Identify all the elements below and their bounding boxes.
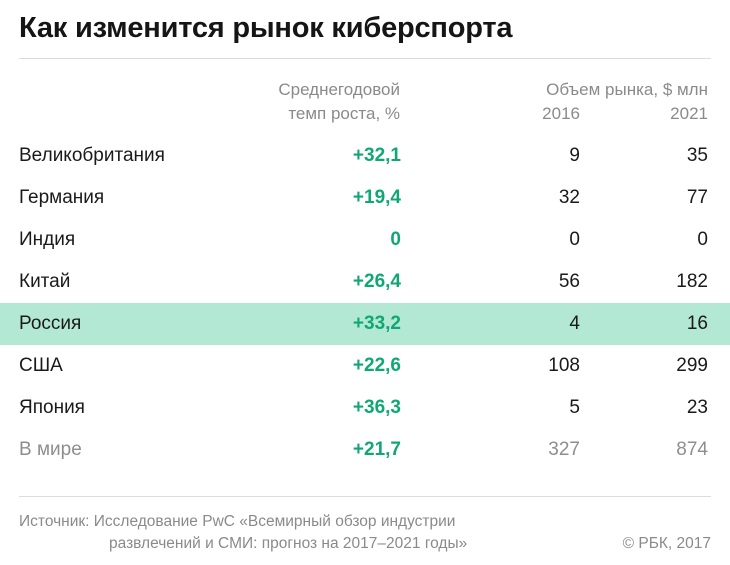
country-label: Великобритания bbox=[19, 145, 165, 166]
table-row: Япония +36,3 5 23 bbox=[0, 387, 730, 429]
growth-value: +33,2 bbox=[352, 313, 401, 334]
market-2021-value: 299 bbox=[676, 355, 708, 376]
copyright: © РБК, 2017 bbox=[622, 535, 711, 552]
growth-value: +19,4 bbox=[352, 187, 401, 208]
growth-header-line1: Среднегодовой bbox=[278, 80, 400, 99]
market-2016-value: 9 bbox=[569, 145, 580, 166]
market-2021-value: 16 bbox=[686, 313, 708, 334]
growth-value: +26,4 bbox=[352, 271, 401, 292]
growth-value: +32,1 bbox=[352, 145, 401, 166]
country-label: Россия bbox=[19, 313, 82, 334]
market-2016-value: 327 bbox=[548, 439, 580, 460]
table-row: Россия +33,2 4 16 bbox=[0, 303, 730, 345]
table-row: Китай +26,4 56 182 bbox=[0, 261, 730, 303]
chart-title: Как изменится рынок киберспорта bbox=[19, 12, 513, 44]
table-row: В мире +21,7 327 874 bbox=[0, 429, 730, 471]
country-label: США bbox=[19, 355, 63, 376]
source-line-2: развлечений и СМИ: прогноз на 2017–2021 … bbox=[109, 535, 468, 552]
year-2021-header: 2021 bbox=[670, 104, 708, 123]
country-label: Япония bbox=[19, 397, 85, 418]
top-divider bbox=[19, 58, 711, 59]
growth-column-header: Среднегодовой темп роста, % bbox=[200, 78, 400, 126]
table-row: США +22,6 108 299 bbox=[0, 345, 730, 387]
market-2016-value: 0 bbox=[569, 229, 580, 250]
market-2021-value: 874 bbox=[676, 439, 708, 460]
table-row: Индия 0 0 0 bbox=[0, 219, 730, 261]
country-label: Индия bbox=[19, 229, 76, 250]
market-2016-value: 108 bbox=[548, 355, 580, 376]
market-2021-value: 182 bbox=[676, 271, 708, 292]
table-body: Великобритания +32,1 9 35 Германия +19,4 32 77 И… bbox=[0, 135, 730, 471]
country-label: В мире bbox=[19, 439, 82, 460]
market-2021-value: 0 bbox=[697, 229, 708, 250]
source-note: Источник: Исследование PwC «Всемирный об… bbox=[19, 511, 579, 555]
volume-column-header: Объем рынка, $ млн bbox=[546, 80, 708, 99]
growth-value: +36,3 bbox=[352, 397, 401, 418]
growth-header-line2: темп роста, % bbox=[288, 104, 400, 123]
market-2021-value: 77 bbox=[686, 187, 708, 208]
market-2016-value: 4 bbox=[569, 313, 580, 334]
table-row: Великобритания +32,1 9 35 bbox=[0, 135, 730, 177]
source-line-1: Источник: Исследование PwC «Всемирный об… bbox=[19, 513, 456, 530]
country-label: Германия bbox=[19, 187, 105, 208]
market-2016-value: 32 bbox=[558, 187, 580, 208]
growth-value: +22,6 bbox=[352, 355, 401, 376]
country-label: Китай bbox=[19, 271, 71, 292]
growth-value: 0 bbox=[390, 229, 401, 250]
year-2016-header: 2016 bbox=[542, 104, 580, 123]
market-2021-value: 35 bbox=[686, 145, 708, 166]
bottom-divider bbox=[19, 496, 711, 497]
market-2021-value: 23 bbox=[686, 397, 708, 418]
market-2016-value: 56 bbox=[558, 271, 580, 292]
market-2016-value: 5 bbox=[569, 397, 580, 418]
table-row: Германия +19,4 32 77 bbox=[0, 177, 730, 219]
growth-value: +21,7 bbox=[352, 439, 401, 460]
